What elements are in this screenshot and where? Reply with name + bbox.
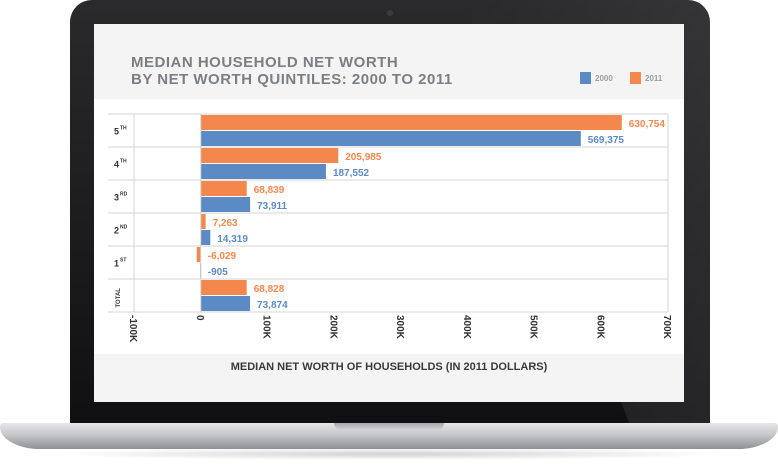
category-suffix-1: TH [120, 126, 127, 132]
bar-chart: 630,754 569,375 205,985 187,552 68,839 73,911… [108, 113, 672, 343]
data-label-2000-row-1: 569,375 [588, 135, 625, 146]
data-label-2011-row-4: 7,263 [213, 218, 238, 229]
bar-2000-row-1 [200, 131, 581, 146]
header-band [94, 24, 684, 99]
x-axis-label: MEDIAN NET WORTH OF HOUSEHOLDS (IN 2011 … [230, 361, 548, 373]
bar-2011-row-1 [200, 115, 622, 130]
legend-swatch-2000 [580, 72, 591, 84]
category-suffix-3: RD [120, 192, 128, 198]
data-label-2000-row-2: 187,552 [333, 168, 370, 179]
footer-band [94, 354, 684, 402]
x-tick-label-4: 300K [394, 315, 405, 340]
legend-label-2000: 2000 [595, 73, 613, 83]
bar-2011-row-2 [200, 148, 339, 163]
laptop-notch [334, 423, 444, 430]
laptop-shadow [40, 448, 738, 460]
chart-title: MEDIAN HOUSEHOLD NET WORTH BY NET WORTH … [131, 54, 453, 88]
data-label-2011-row-5: -6,029 [208, 251, 237, 262]
data-label-2011-row-2: 205,985 [345, 152, 382, 163]
data-label-2011-row-6: 68,828 [254, 284, 285, 295]
category-label-4: 2 [114, 226, 119, 236]
camera-icon [387, 10, 393, 16]
bar-2000-row-4 [200, 230, 211, 245]
bar-2011-row-3 [200, 181, 247, 196]
legend-item-2000: 2000 [580, 72, 613, 84]
data-label-2000-row-4: 14,319 [217, 234, 248, 245]
x-tick-label-6: 500K [528, 315, 539, 340]
data-label-2000-row-6: 73,874 [257, 300, 288, 311]
category-suffix-4: ND [120, 225, 128, 231]
legend-item-2011: 2011 [630, 72, 662, 84]
data-label-2000-row-5: -905 [208, 267, 228, 278]
x-tick-label-3: 200K [327, 315, 338, 340]
bar-2011-row-5 [196, 247, 201, 262]
x-tick-label-8: 700K [661, 315, 672, 340]
category-label-total: TOTAL [116, 288, 122, 308]
category-label-1: 5 [114, 127, 119, 137]
x-tick-label-2: 100K [261, 315, 272, 340]
category-label-2: 4 [114, 160, 119, 170]
bar-2000-row-6 [200, 296, 251, 311]
chart-screen: MEDIAN HOUSEHOLD NET WORTH BY NET WORTH … [94, 24, 684, 402]
bar-2000-row-3 [200, 197, 251, 212]
data-label-2000-row-3: 73,911 [257, 201, 287, 212]
data-label-2011-row-3: 68,839 [254, 185, 285, 196]
x-tick-label-5: 400K [461, 315, 472, 340]
x-tick-label-0: -100K [127, 315, 138, 343]
legend-swatch-2011 [630, 72, 641, 84]
category-label-3: 3 [114, 193, 119, 203]
bar-2011-row-4 [200, 214, 206, 229]
x-tick-label-7: 600K [594, 315, 605, 340]
category-suffix-2: TH [120, 159, 127, 165]
x-tick-label-1: 0 [194, 315, 205, 321]
category-label-5: 1 [114, 259, 119, 269]
data-label-2011-row-1: 630,754 [629, 119, 666, 130]
legend-label-2011: 2011 [645, 73, 663, 83]
bar-2000-row-2 [200, 164, 326, 179]
bar-2011-row-6 [200, 280, 247, 295]
category-suffix-5: ST [120, 258, 126, 264]
